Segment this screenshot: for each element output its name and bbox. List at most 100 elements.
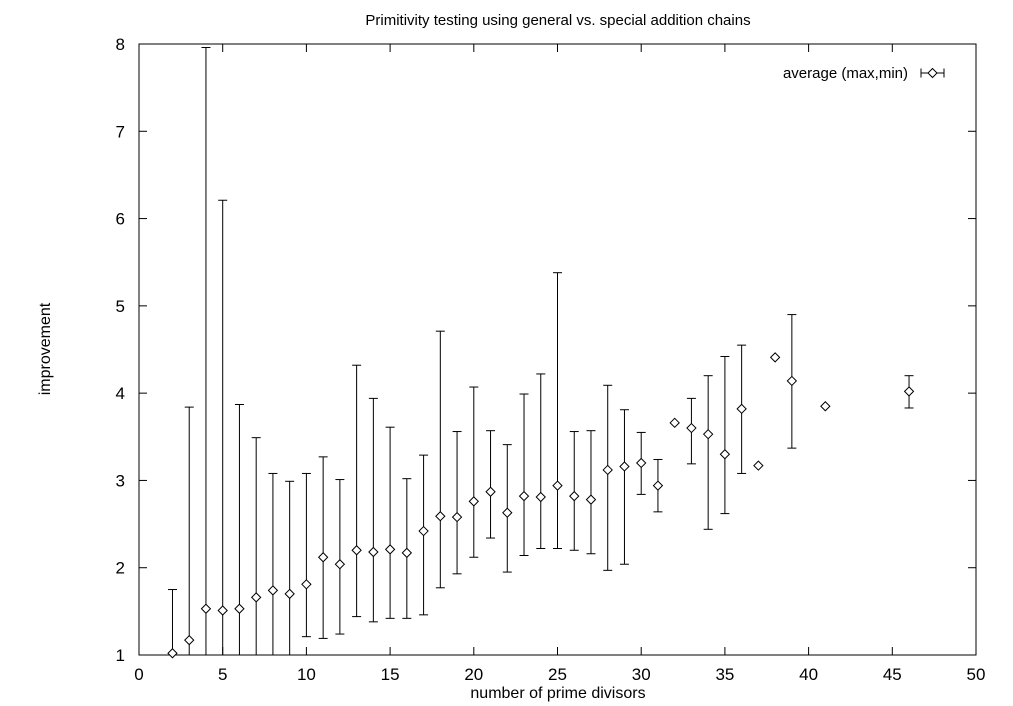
data-point-marker [184, 634, 195, 646]
x-tick-label: 45 [883, 665, 902, 684]
data-point-group [535, 373, 546, 550]
chart-title: Primitivity testing using general vs. sp… [365, 12, 750, 29]
data-point-marker [686, 422, 697, 434]
data-point-marker [719, 449, 731, 460]
x-tick-label: 50 [967, 665, 986, 684]
data-point-group [451, 431, 463, 575]
y-tick-label: 2 [116, 559, 125, 578]
data-point-group [217, 199, 228, 655]
data-point-group [435, 330, 446, 589]
x-tick-label: 15 [381, 665, 400, 684]
data-point-group [401, 478, 413, 619]
data-point-group [468, 386, 480, 558]
data-point-group [184, 406, 195, 655]
data-point-marker [351, 545, 362, 556]
data-point-marker [602, 464, 613, 476]
data-point-group [234, 403, 245, 655]
legend-marker [927, 67, 938, 79]
data-point-group [518, 393, 530, 556]
y-tick-label: 8 [116, 35, 125, 54]
data-point-marker [401, 547, 413, 559]
data-point-group [903, 375, 915, 409]
data-point-marker [167, 648, 178, 659]
data-point-marker [418, 525, 429, 537]
data-point-marker [903, 386, 915, 397]
data-point-marker [234, 603, 245, 614]
data-point-group [736, 344, 747, 474]
x-tick-label: 25 [548, 665, 567, 684]
x-tick-label: 10 [297, 665, 316, 684]
data-point-marker [451, 511, 463, 523]
x-tick-label: 20 [464, 665, 483, 684]
x-tick-label: 5 [218, 665, 227, 684]
data-point-marker [384, 544, 396, 555]
data-point-marker [820, 401, 831, 412]
data-point-marker [569, 490, 580, 502]
data-point-marker [552, 480, 563, 491]
data-point-group [485, 430, 496, 539]
x-tick-label: 35 [715, 665, 734, 684]
data-point-group [317, 456, 329, 639]
data-point-marker [669, 417, 680, 429]
data-point-marker [736, 403, 747, 415]
data-point-marker [518, 490, 530, 502]
data-point-marker [652, 480, 664, 491]
data-point-group [284, 480, 295, 655]
data-point-marker [619, 461, 630, 472]
data-point-group [585, 430, 597, 555]
data-point-group [418, 454, 429, 616]
data-point-marker [334, 559, 346, 570]
x-tick-label: 40 [799, 665, 818, 684]
data-point-group [384, 426, 396, 619]
data-point-group [719, 355, 731, 515]
data-point-marker [368, 546, 379, 558]
x-tick-label: 0 [134, 665, 143, 684]
data-point-group [200, 46, 212, 655]
data-point-marker [301, 579, 312, 590]
y-tick-label: 4 [116, 384, 125, 403]
data-point-marker [702, 428, 714, 440]
data-point-marker [250, 592, 262, 603]
data-point-group [250, 437, 262, 655]
data-point-marker [267, 585, 279, 596]
data-point-group [820, 401, 831, 412]
data-point-marker [786, 375, 798, 387]
data-point-group [502, 444, 513, 573]
data-point-group [786, 314, 798, 449]
data-point-group [267, 472, 279, 655]
data-point-group [167, 589, 178, 659]
data-point-group [686, 397, 697, 465]
data-point-marker [468, 496, 480, 507]
data-point-marker [585, 494, 597, 505]
y-tick-label: 5 [116, 297, 125, 316]
data-point-marker [217, 605, 228, 616]
data-point-group [753, 460, 764, 471]
data-point-group [351, 364, 362, 618]
data-point-group [334, 479, 346, 635]
data-point-group [368, 397, 379, 623]
data-point-group [602, 384, 613, 571]
y-tick-label: 1 [116, 646, 125, 665]
data-point-marker [200, 603, 212, 614]
data-point-marker [502, 507, 513, 518]
data-point-group [635, 431, 647, 495]
data-point-group [619, 409, 630, 565]
data-point-group [769, 352, 781, 363]
data-point-marker [485, 486, 496, 497]
x-tick-label: 30 [632, 665, 651, 684]
data-point-marker [435, 511, 446, 522]
data-point-marker [635, 457, 647, 469]
data-point-marker [535, 491, 546, 503]
data-point-group [702, 375, 714, 530]
y-tick-label: 3 [116, 471, 125, 490]
data-point-marker [753, 460, 764, 471]
x-axis-label: number of prime divisors [470, 685, 645, 702]
y-tick-label: 6 [116, 210, 125, 229]
data-point-group [669, 417, 680, 429]
data-point-group [552, 272, 563, 550]
legend-label: average (max,min) [783, 65, 908, 82]
data-point-marker [769, 352, 781, 363]
data-point-group [652, 458, 664, 513]
data-point-group [301, 472, 312, 638]
